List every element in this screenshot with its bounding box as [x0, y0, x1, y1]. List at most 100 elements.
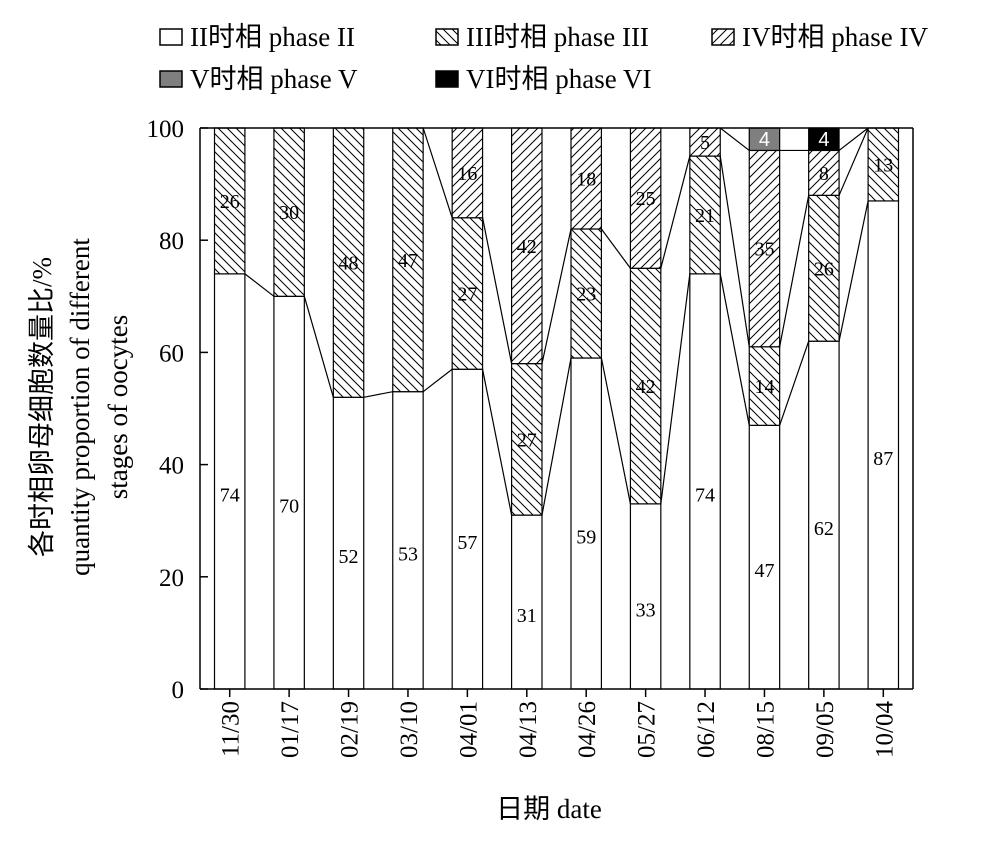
legend-swatch-phase-ii	[159, 28, 183, 46]
connector-phase-iv-8	[719, 127, 750, 151]
connector-phase-ii-7	[660, 273, 691, 504]
data-label-05-27-series-0: 33	[636, 599, 656, 621]
bar-segment-08-15-series-1	[748, 346, 781, 426]
legend-item-phase-iii: III时相 phase III	[435, 22, 649, 52]
y-axis-title-chinese: 各时相卵母细胞数量比/%	[27, 257, 57, 557]
connector-phase-ii-0	[244, 273, 275, 297]
data-label-08-15-series-3: 4	[759, 129, 770, 151]
connector-phase-iii-10	[838, 127, 869, 196]
bar-segment-04-01-series-0	[451, 368, 484, 690]
data-label-04-26-series-1: 23	[576, 283, 596, 305]
x-tick-label-09-05: 09/05	[812, 701, 839, 758]
legend-item-phase-ii: II时相 phase II	[159, 22, 355, 52]
bar-segment-09-05-series-2	[808, 149, 840, 196]
bar-segment-10-04-series-1	[867, 127, 900, 202]
y-axis-title: 各时相卵母细胞数量比/% quantity proportion of diff…	[27, 238, 133, 576]
data-label-04-26-series-2: 18	[576, 168, 596, 190]
y-tick-label-60: 60	[159, 340, 184, 367]
x-tick-label-11-30: 11/30	[218, 701, 245, 757]
legend-label-phase-iv: IV时相 phase IV	[742, 22, 928, 52]
bar-segment-04-13-series-2	[510, 127, 543, 365]
data-label-02-19-series-1: 48	[339, 253, 359, 275]
y-axis-title-line2: quantity proportion of different	[65, 238, 95, 576]
data-label-04-13-series-1: 27	[517, 429, 537, 451]
legend-item-phase-iv: IV时相 phase IV	[711, 22, 928, 52]
bar-segment-09-05-series-0	[808, 340, 840, 690]
data-label-04-01-series-2: 16	[457, 163, 477, 185]
bar-segment-05-27-series-0	[629, 503, 662, 690]
data-labels: 7426703052485347572716312742592318334225…	[220, 129, 894, 627]
data-label-10-04-series-1: 13	[873, 154, 893, 176]
y-tick-label-20: 20	[159, 565, 184, 592]
data-label-04-13-series-2: 42	[517, 236, 537, 258]
x-tick-label-08-15: 08/15	[752, 701, 779, 758]
connector-phase-ii-4	[481, 369, 513, 516]
x-tick-label-06-12: 06/12	[693, 701, 720, 758]
y-tick-label-100: 100	[147, 116, 185, 143]
bar-segment-05-27-series-2	[629, 127, 662, 269]
data-label-08-15-series-2: 35	[754, 239, 774, 261]
legend-item-phase-v: V时相 phase V	[159, 64, 358, 94]
data-label-11-30-series-1: 26	[220, 191, 240, 213]
data-label-06-12-series-0: 74	[695, 484, 715, 506]
legend-swatch-phase-iii	[435, 28, 459, 46]
bar-segment-11-30-series-1	[213, 127, 246, 275]
bar-segment-04-26-series-0	[570, 357, 603, 690]
bar-segment-09-05-series-1	[808, 194, 840, 342]
axes: 0 20 40 60 80 100 11/30 01/17 02/19 03/10 04/01 04/…	[147, 116, 914, 758]
legend-swatch-phase-iv	[711, 28, 735, 46]
data-label-09-05-series-2: 8	[819, 163, 829, 185]
data-label-06-12-series-1: 21	[695, 205, 715, 227]
data-label-01-17-series-0: 70	[279, 496, 299, 518]
x-tick-label-01-17: 01/17	[277, 701, 304, 758]
data-label-06-12-series-2: 5	[700, 132, 710, 154]
bar-segment-04-13-series-0	[510, 514, 543, 690]
bar-segment-04-01-series-1	[451, 217, 484, 370]
bar-segment-04-26-series-1	[570, 228, 603, 359]
data-label-03-10-series-1: 47	[398, 250, 418, 272]
bar-segment-04-26-series-2	[570, 127, 603, 230]
connector-phase-ii-6	[600, 357, 632, 504]
legend-label-phase-v: V时相 phase V	[190, 64, 358, 94]
connector-phase-iii-5	[541, 228, 572, 364]
legend-swatch-phase-v	[159, 70, 183, 88]
data-label-08-15-series-0: 47	[754, 560, 774, 582]
connector-phase-iii-9	[779, 195, 810, 347]
y-tick-label-40: 40	[159, 453, 184, 480]
legend-swatch-phase-vi	[435, 70, 459, 88]
bars-layer	[213, 127, 900, 690]
x-tick-label-04-01: 04/01	[455, 701, 482, 758]
bar-segment-06-12-series-1	[689, 155, 721, 275]
data-label-03-10-series-0: 53	[398, 543, 418, 565]
connector-phase-iii-4	[481, 217, 513, 364]
bar-segment-10-04-series-0	[867, 200, 900, 690]
data-label-10-04-series-0: 87	[873, 448, 893, 470]
x-tick-label-05-27: 05/27	[634, 701, 661, 758]
y-tick-label-0: 0	[172, 677, 185, 704]
legend-label-phase-vi: VI时相 phase VI	[466, 64, 651, 94]
bar-segment-03-10-series-1	[392, 127, 424, 393]
x-tick-label-04-13: 04/13	[515, 701, 542, 758]
connector-phase-ii-8	[719, 273, 750, 426]
x-tick-label-03-10: 03/10	[396, 701, 423, 758]
bar-segment-04-13-series-1	[510, 363, 543, 516]
bar-segment-05-27-series-1	[629, 267, 662, 505]
x-axis-title: 日期 date	[496, 794, 602, 824]
data-label-04-01-series-1: 27	[457, 283, 477, 305]
y-tick-label-80: 80	[159, 228, 184, 255]
data-label-04-13-series-0: 31	[517, 605, 537, 627]
legend: II时相 phase II III时相 phase III IV时相 phase…	[159, 22, 928, 94]
data-label-09-05-series-0: 62	[814, 518, 834, 540]
x-tick-label-02-19: 02/19	[337, 701, 364, 758]
bar-segment-01-17-series-0	[273, 295, 305, 690]
connector-phase-ii-2	[363, 391, 393, 398]
data-label-01-17-series-1: 30	[279, 202, 299, 224]
y-axis-title-line3: stages of oocytes	[103, 315, 133, 499]
bar-segment-11-30-series-0	[213, 273, 246, 690]
connector-phase-iv-10	[838, 127, 869, 151]
data-label-08-15-series-1: 14	[754, 376, 774, 398]
connector-phase-ii-3	[422, 368, 453, 393]
connector-phase-iii-7	[660, 155, 691, 269]
connector-phase-iii-6	[600, 228, 631, 269]
